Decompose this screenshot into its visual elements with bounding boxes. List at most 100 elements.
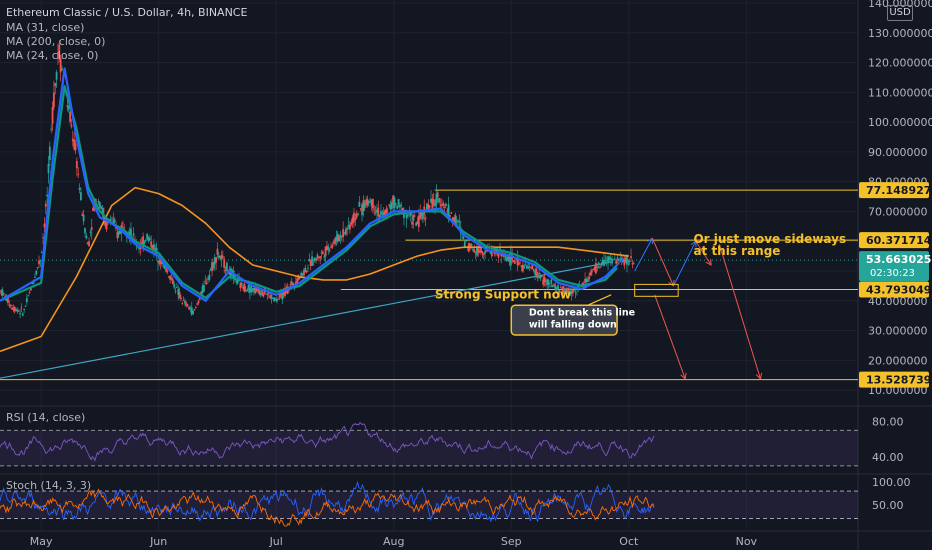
candle-body: [97, 200, 100, 203]
candle-body: [144, 239, 147, 241]
candle-body: [562, 286, 565, 294]
candle-body: [507, 255, 509, 259]
candle-body: [323, 256, 326, 258]
candle-body: [82, 214, 85, 222]
annotation-callout-2: will falling down: [529, 320, 617, 331]
candle-body: [111, 218, 113, 220]
candle-body: [455, 220, 458, 222]
candle-body: [558, 290, 561, 294]
candle-body: [400, 205, 403, 206]
axes: 10.00000020.00000030.00000040.00000050.0…: [6, 0, 932, 548]
candle-body: [146, 233, 149, 240]
candle-body: [490, 250, 493, 257]
candle-body: [150, 241, 153, 247]
candle-body: [582, 283, 585, 285]
candle-body: [273, 297, 276, 302]
candle-body: [301, 273, 304, 275]
candle-body: [343, 232, 346, 234]
candle-body: [132, 233, 135, 236]
candle-body: [192, 310, 195, 314]
candle-body: [593, 267, 596, 271]
fall-arrow-2: [718, 244, 761, 379]
candle-body: [113, 219, 116, 222]
candle-body: [221, 256, 224, 258]
currency-badge[interactable]: USD: [887, 5, 913, 21]
band-fill: [0, 430, 858, 466]
candle-body: [436, 192, 439, 198]
candle-body: [153, 244, 155, 252]
candle-body: [434, 203, 436, 207]
candle-body: [35, 270, 38, 275]
candle-body: [612, 259, 615, 261]
down-arrow-2: [695, 240, 712, 266]
level-tag-3-bg: [859, 371, 929, 388]
candle-body: [497, 252, 500, 258]
candle-body: [138, 247, 140, 249]
candle-body: [373, 209, 376, 211]
candle-body: [471, 248, 474, 250]
candle-body: [0, 290, 3, 294]
candle-body: [235, 281, 238, 283]
candle-body: [101, 207, 104, 214]
osc-line-d: [0, 488, 655, 527]
candle-body: [376, 209, 378, 212]
candle-body: [266, 293, 269, 295]
candle-body: [321, 251, 324, 255]
candle-body: [477, 246, 480, 253]
callout-box: [510, 304, 618, 336]
candle-body: [324, 246, 327, 257]
x-tick-label: Sep: [501, 535, 522, 548]
candle-body: [482, 252, 485, 255]
candle-body: [228, 270, 231, 276]
candle-body: [253, 287, 255, 292]
candle-body: [316, 254, 319, 259]
up-arrow-0-head: [617, 258, 624, 265]
candle-body: [165, 268, 167, 272]
candle-body: [258, 290, 261, 295]
candle-body: [381, 213, 384, 216]
candle-body: [554, 285, 557, 290]
candle-body: [42, 237, 44, 238]
candle-body: [594, 263, 597, 274]
x-tick-label: Jun: [149, 535, 167, 548]
candle-body: [432, 199, 435, 205]
candle-body: [565, 288, 568, 294]
break-zone-box: [634, 283, 679, 297]
candle-body: [555, 287, 558, 290]
candle-body: [239, 282, 242, 289]
candle-body: [243, 283, 246, 292]
up-arrow-1-head: [647, 237, 653, 245]
level-tag-2: 43.793049: [866, 283, 931, 296]
candle-body: [344, 229, 347, 235]
candle-body: [439, 204, 442, 206]
candle-body: [616, 257, 619, 260]
candle-body: [247, 284, 250, 290]
candle-body: [384, 209, 386, 218]
candle-body: [19, 312, 21, 314]
y-tick-label: 40.000000: [868, 295, 928, 308]
candle-body: [300, 272, 303, 278]
candle-body: [140, 242, 143, 244]
candle-body: [116, 232, 119, 239]
candle-body: [166, 270, 169, 272]
candle-body: [600, 264, 603, 266]
candle-body: [547, 280, 550, 285]
candle-body: [151, 245, 154, 249]
candle-body: [312, 264, 315, 266]
candle-body: [7, 297, 9, 304]
candle-body: [412, 215, 415, 221]
candle-body: [180, 297, 182, 300]
level-tag-2-bg: [859, 281, 929, 298]
candle-body: [476, 247, 478, 256]
candle-body: [73, 139, 76, 150]
candle-body: [50, 128, 53, 130]
fall-arrow-2-head: [755, 372, 763, 380]
candle-body: [567, 288, 570, 291]
candle-body: [121, 222, 124, 224]
candle-body: [219, 255, 222, 259]
candle-body: [332, 241, 335, 243]
level-tag-0: 77.148927: [866, 184, 931, 197]
candle-body: [335, 236, 338, 241]
candle-body: [251, 288, 254, 291]
